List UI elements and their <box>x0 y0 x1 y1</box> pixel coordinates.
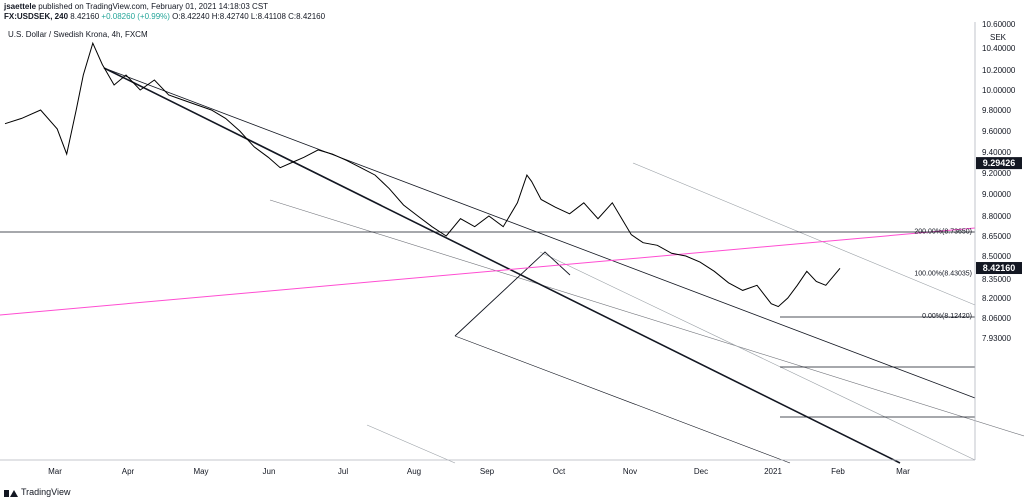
price-tick-label: 10.60000 <box>982 20 1016 29</box>
footer-brand: TradingView <box>4 487 71 497</box>
price-tick-label: 8.65000 <box>982 232 1011 241</box>
time-tick-label: Jul <box>338 467 348 476</box>
time-tick-label: Mar <box>48 467 62 476</box>
price-tags: 9.29426 8.42160 <box>976 157 1022 275</box>
price-tick-label: 7.93000 <box>982 334 1011 343</box>
publish-info: jsaettele published on TradingView.com, … <box>4 2 325 12</box>
price-tick-label: 10.00000 <box>982 86 1016 95</box>
time-tick-label: Sep <box>480 467 495 476</box>
trendlines-layer <box>0 67 1024 464</box>
pink-trendline[interactable] <box>0 227 976 316</box>
price-tick-label: 9.60000 <box>982 127 1011 136</box>
abc-pattern-line[interactable] <box>454 251 571 337</box>
fib-labels: 200.00%(8.73650) 100.00%(8.43035) 0.00%(8.… <box>914 228 972 319</box>
time-tick-label: Nov <box>623 467 637 476</box>
level-tag-bg <box>976 157 1022 170</box>
chart-header: jsaettele published on TradingView.com, … <box>4 2 325 22</box>
level-tag-text: 9.29426 <box>983 158 1016 168</box>
time-tick-label: Apr <box>122 467 135 476</box>
last-price-tag-text: 8.42160 <box>983 263 1016 273</box>
tradingview-brand-text[interactable]: TradingView <box>21 487 71 497</box>
tradingview-logo-icon <box>4 488 18 497</box>
price-tick-label: 10.40000 <box>982 44 1016 53</box>
last-price-value: 8.42160 <box>70 12 100 21</box>
ohlc-info: FX:USDSEK, 240 8.42160 +0.08260 (+0.99%)… <box>4 12 325 22</box>
upper-channel-line[interactable] <box>103 67 976 399</box>
fib-level-label: 0.00%(8.12420) <box>922 313 972 320</box>
price-tick-label: 8.06000 <box>982 314 1011 323</box>
time-tick-label: Dec <box>694 467 708 476</box>
fib-level-label: 100.00%(8.43035) <box>914 271 972 278</box>
author-name[interactable]: jsaettele <box>4 2 37 11</box>
price-tick-label: 9.40000 <box>982 148 1011 157</box>
time-tick-label: Aug <box>407 467 421 476</box>
symbol-label: FX:USDSEK, 240 <box>4 12 69 21</box>
chart-symbol-title: U.S. Dollar / Swedish Krona, 4h, FXCM <box>8 30 148 39</box>
price-tick-label: 8.20000 <box>982 294 1011 303</box>
fib-level-label: 200.00%(8.73650) <box>914 228 972 235</box>
price-axis-ticks: 10.60000 10.40000 10.20000 10.00000 9.80000 9… <box>982 20 1016 343</box>
low-value: L:8.41108 <box>250 12 286 21</box>
high-value: H:8.42740 <box>211 12 249 21</box>
time-tick-label: Mar <box>896 467 910 476</box>
time-tick-label: Oct <box>553 467 566 476</box>
currency-label: SEK <box>990 33 1007 42</box>
last-price-tag-bg <box>976 262 1022 275</box>
price-tick-label: 9.00000 <box>982 190 1011 199</box>
mid-channel-line[interactable] <box>103 67 901 464</box>
upper-parallel-line[interactable] <box>632 162 976 306</box>
lower-channel-line[interactable] <box>269 199 1024 437</box>
change-value: +0.08260 (+0.99%) <box>101 12 170 21</box>
price-tick-label: 10.20000 <box>982 66 1016 75</box>
open-value: O:8.42240 <box>172 12 210 21</box>
publish-text: published on TradingView.com, February 0… <box>38 2 269 11</box>
time-tick-label: Jun <box>263 467 276 476</box>
price-tick-label: 8.50000 <box>982 252 1011 261</box>
parallel-line-2[interactable] <box>539 251 976 461</box>
time-tick-label: May <box>193 467 208 476</box>
parallel-line-1[interactable] <box>454 335 791 464</box>
axes-layer <box>0 22 976 461</box>
time-tick-label: 2021 <box>764 467 782 476</box>
close-value: C:8.42160 <box>288 12 326 21</box>
price-tick-label: 9.80000 <box>982 106 1011 115</box>
price-tick-label: 9.20000 <box>982 169 1011 178</box>
price-series-line[interactable] <box>4 41 841 308</box>
price-tick-label: 8.80000 <box>982 212 1011 221</box>
parallel-line-3[interactable] <box>366 424 456 464</box>
time-tick-label: Feb <box>831 467 845 476</box>
price-tick-label: 8.35000 <box>982 275 1011 284</box>
time-axis-ticks: Mar Apr May Jun Jul Aug Sep Oct Nov Dec 2021 Feb Mar <box>48 467 910 476</box>
